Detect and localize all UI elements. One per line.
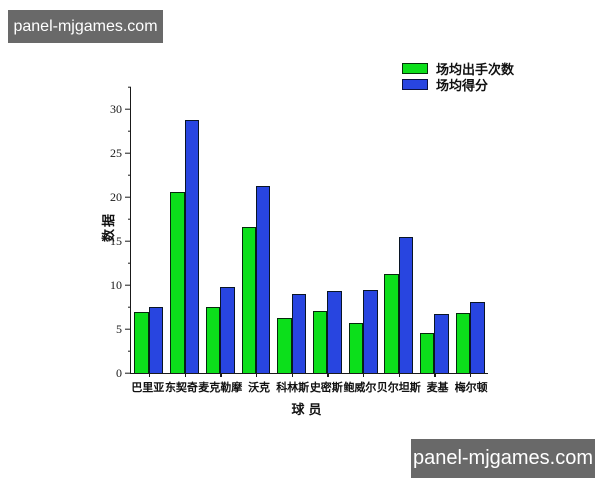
y-tick-label: 0 [116, 366, 122, 380]
x-tick [327, 373, 329, 377]
bar-points [327, 291, 342, 373]
x-tick [184, 373, 186, 377]
y-minor-tick [127, 174, 131, 176]
bar-chart-plot-area: 巴里亚 东契奇 麦克勒摩 沃克 科林斯 史密斯 鲍威尔 贝尔坦斯 麦基 梅尔顿 0 5 10 15 20 2… [110, 86, 488, 394]
bar-group [202, 87, 238, 373]
y-minor-tick [127, 218, 131, 220]
bar-points [291, 293, 307, 373]
x-category-labels: 巴里亚 东契奇 麦克勒摩 沃克 科林斯 史密斯 鲍威尔 贝尔坦斯 麦基 梅尔顿 [131, 379, 488, 395]
y-minor-tick [127, 262, 131, 264]
x-axis-title: 球员 [291, 402, 326, 417]
bar-shots [205, 307, 221, 373]
y-axis-title: 数据 [101, 211, 116, 242]
x-tick [434, 373, 436, 377]
legend-label-shots: 场均出手次数 [436, 62, 515, 77]
x-tick [470, 373, 472, 377]
x-category-label: 麦基 [426, 382, 449, 394]
x-category-label: 东契奇 [164, 382, 198, 394]
y-major-tick [125, 152, 131, 154]
y-tick-label: 10 [110, 278, 122, 292]
bar-points [255, 186, 271, 373]
x-category-label: 贝尔坦斯 [376, 382, 421, 394]
x-tick [363, 373, 365, 377]
y-major-tick [125, 284, 131, 286]
watermark-bottom-right: panel-mjgames.com [411, 439, 595, 478]
watermark-top-left: panel-mjgames.com [8, 10, 163, 43]
x-tick [148, 373, 151, 377]
x-category-label: 麦克勒摩 [198, 382, 243, 394]
bar-shots [312, 310, 328, 373]
bar-shots [455, 313, 471, 373]
bar-points [184, 119, 199, 373]
legend-entry-shots: 场均出手次数 [402, 62, 515, 77]
bar-points [363, 290, 378, 373]
bar-group [381, 87, 417, 373]
y-major-tick [125, 328, 131, 330]
y-minor-tick [127, 306, 131, 308]
legend-swatch-green [402, 63, 428, 74]
bars-container [131, 87, 488, 373]
bar-group [274, 87, 310, 373]
y-minor-tick [127, 350, 131, 352]
y-major-tick [125, 196, 131, 198]
legend-entry-points: 场均得分 [402, 78, 514, 93]
x-category-label: 鲍威尔 [343, 382, 377, 394]
x-category-label: 沃克 [248, 382, 271, 394]
legend-label-points: 场均得分 [436, 78, 489, 93]
bar-shots [348, 322, 364, 373]
bar-shots [384, 273, 399, 373]
bar-points [470, 301, 485, 373]
y-minor-tick [127, 86, 131, 88]
y-major-tick [125, 240, 131, 242]
bar-group [167, 87, 203, 373]
bar-shots [170, 191, 185, 373]
bar-group [238, 87, 274, 373]
y-tick-label: 20 [110, 190, 122, 204]
bar-points [398, 237, 414, 373]
y-major-tick [125, 108, 131, 110]
x-category-label: 史密斯 [309, 382, 343, 394]
y-major-tick [125, 372, 131, 374]
y-tick-label: 15 [110, 234, 122, 248]
y-tick-label: 5 [116, 322, 122, 336]
legend-swatch-blue [402, 79, 428, 90]
x-tick [291, 373, 293, 377]
bar-group [345, 87, 381, 373]
bar-points [434, 314, 449, 373]
bar-group [452, 87, 488, 373]
y-tick-label: 30 [110, 102, 122, 116]
x-category-label: 巴里亚 [131, 382, 165, 394]
bar-group [131, 87, 167, 373]
bar-points [148, 307, 164, 373]
x-category-label: 科林斯 [276, 382, 310, 394]
x-category-label: 梅尔顿 [454, 382, 488, 394]
y-minor-tick [127, 130, 131, 132]
chart-legend: 场均出手次数 场均得分 [402, 62, 515, 93]
x-tick [398, 373, 401, 377]
bar-group [310, 87, 346, 373]
x-tick [220, 373, 222, 377]
bar-shots [420, 333, 435, 373]
bar-group [417, 87, 453, 373]
bar-shots [277, 317, 292, 373]
x-tick [255, 373, 258, 377]
bar-shots [134, 312, 149, 373]
bar-points [220, 286, 235, 373]
y-tick-label: 25 [110, 146, 122, 160]
bar-shots [241, 226, 256, 373]
